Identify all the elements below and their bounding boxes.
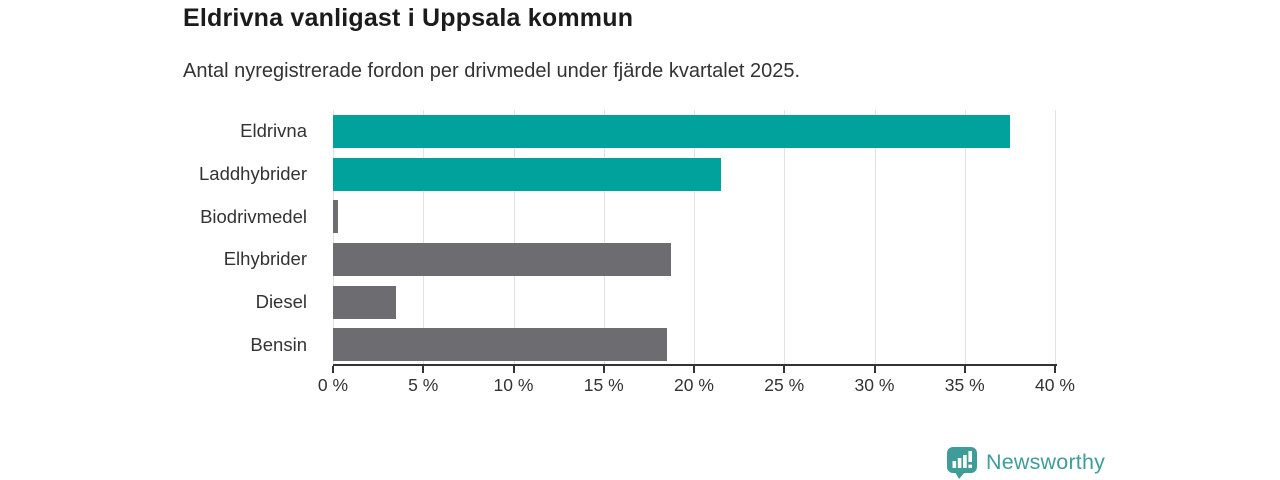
x-tick-mark-5 (422, 366, 425, 373)
bar-eldrivna (333, 114, 1010, 148)
x-tick-label-20: 20 % (674, 375, 714, 395)
category-label-eldrivna: Eldrivna (240, 120, 307, 142)
x-tick-label-30: 30 % (854, 375, 895, 395)
gridline-40 (1055, 110, 1056, 366)
bar-laddhybrider (333, 157, 722, 191)
newsworthy-logo-icon (947, 447, 977, 479)
gridline-10 (513, 110, 515, 366)
logo-bar-medium (957, 458, 962, 468)
logo-exclamation-dot (968, 464, 972, 468)
gridline-5 (423, 110, 425, 366)
x-tick-label-40: 40 % (1035, 375, 1075, 395)
category-label-elhybrider: Elhybrider (223, 248, 307, 270)
bar-bensin (333, 328, 667, 362)
x-tick-mark-10 (512, 366, 515, 373)
x-tick-label-15: 15 % (583, 375, 624, 395)
x-tick-mark-35 (963, 366, 966, 373)
x-tick-label-5: 5 % (408, 375, 439, 395)
newsworthy-logo-text: Newsworthy (986, 450, 1106, 474)
x-tick-mark-0 (332, 366, 334, 373)
x-tick-label-0: 0 % (317, 375, 349, 395)
logo-bar-large (963, 455, 967, 468)
newsworthy-logo: Newsworthy (946, 446, 1105, 479)
chart-title: Eldrivna vanligast i Uppsala kommun (183, 4, 634, 32)
x-tick-mark-30 (873, 366, 876, 373)
category-label-biodrivmedel: Biodrivmedel (200, 205, 307, 227)
gridline-15 (603, 110, 605, 366)
bar-biodrivmedel (333, 200, 339, 234)
gridline-20 (694, 110, 695, 366)
category-label-laddhybrider: Laddhybrider (199, 163, 307, 184)
gridline-25 (784, 110, 786, 366)
category-label-bensin: Bensin (250, 333, 307, 355)
x-tick-mark-40 (1054, 366, 1056, 373)
logo-exclamation-stem (968, 451, 972, 462)
logo-bar-small (952, 461, 957, 468)
bar-elhybrider (333, 242, 671, 276)
x-tick-mark-25 (783, 366, 786, 373)
gridline-0 (333, 110, 334, 366)
gridline-35 (964, 110, 966, 366)
gridline-30 (874, 110, 876, 366)
category-axis-labels: Eldrivna Laddhybrider Biodrivmedel Elhybrid… (0, 110, 320, 366)
x-tick-label-25: 25 % (764, 375, 805, 395)
x-tick-mark-15 (602, 366, 605, 373)
x-tick-mark-20 (693, 366, 695, 373)
x-tick-label-10: 10 % (493, 375, 534, 395)
x-axis-line (333, 364, 1057, 366)
category-label-diesel: Diesel (255, 291, 307, 312)
bar-diesel (333, 285, 397, 319)
plot-area (333, 110, 1056, 366)
x-tick-label-35: 35 % (944, 375, 985, 395)
chart-subtitle: Antal nyregistrerade fordon per drivmede… (183, 60, 801, 82)
